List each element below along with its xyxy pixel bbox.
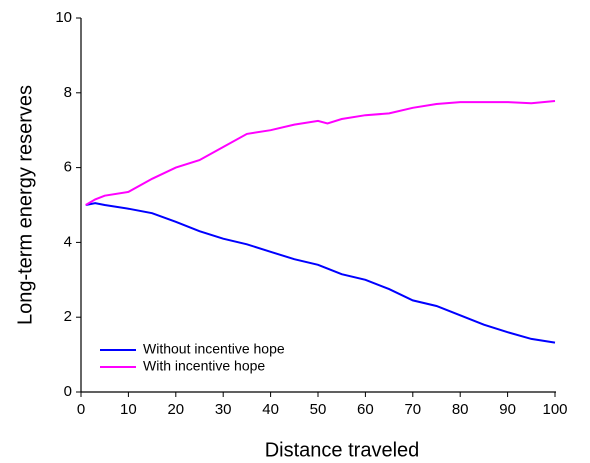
x-tick-label: 50 (310, 401, 327, 418)
y-tick-label: 2 (64, 308, 72, 325)
y-tick-label: 8 (64, 84, 72, 101)
x-tick-label: 100 (542, 401, 567, 418)
x-tick-label: 60 (357, 401, 374, 418)
line-series (85, 202, 556, 344)
y-tick-label: 10 (55, 9, 72, 26)
x-tick-label: 10 (120, 401, 137, 418)
line-series (85, 100, 556, 206)
x-tick-label: 0 (77, 401, 85, 418)
y-axis-title: Long-term energy reserves (14, 85, 36, 325)
legend-text: With incentive hope (143, 358, 265, 374)
x-tick-label: 90 (499, 401, 516, 418)
x-axis-title: Distance traveled (265, 439, 420, 461)
legend-text: Without incentive hope (143, 341, 285, 357)
y-tick-label: 4 (64, 233, 72, 250)
x-tick-label: 40 (262, 401, 279, 418)
y-tick-label: 6 (64, 159, 72, 176)
x-tick-label: 20 (167, 401, 184, 418)
y-tick-label: 0 (64, 383, 72, 400)
x-tick-label: 80 (452, 401, 469, 418)
x-tick-label: 30 (215, 401, 232, 418)
x-tick-label: 70 (404, 401, 421, 418)
